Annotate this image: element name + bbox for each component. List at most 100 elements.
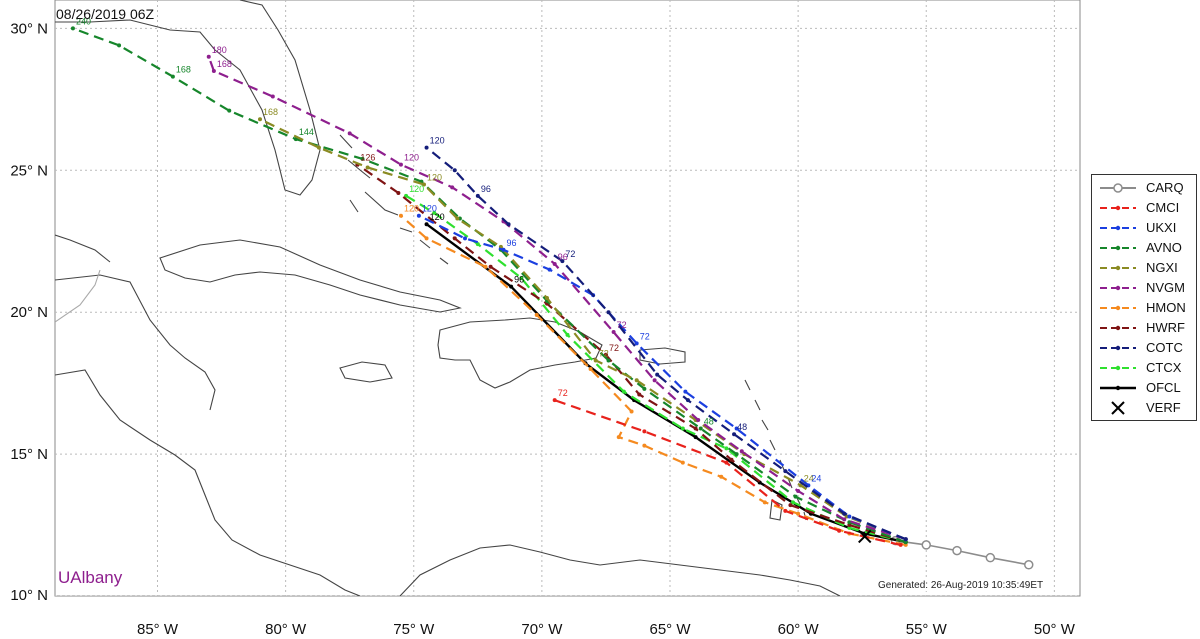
track-line <box>356 163 907 544</box>
track-point <box>452 236 457 241</box>
ualbany-watermark: UAlbany <box>58 568 123 587</box>
track-point <box>796 488 801 493</box>
track-point <box>475 242 480 247</box>
track-point <box>424 145 429 150</box>
track-line <box>418 214 907 541</box>
legend-swatch <box>1100 245 1136 251</box>
track-point <box>424 222 429 227</box>
track-point <box>798 483 803 488</box>
legend-label: NVGM <box>1146 280 1185 295</box>
track-point <box>593 358 598 363</box>
track-point <box>837 528 842 533</box>
track-point <box>398 213 403 218</box>
legend-label: VERF <box>1146 400 1181 415</box>
track-point <box>422 182 426 187</box>
forecast-hour-label: 72 <box>599 348 609 358</box>
us-state-line <box>55 269 101 323</box>
track-point <box>791 500 795 505</box>
track-point <box>898 542 903 547</box>
track-point <box>452 168 457 173</box>
track-point <box>847 525 852 530</box>
legend-item-ctcx: CTCX <box>1098 358 1196 378</box>
forecast-tracks <box>70 26 1034 570</box>
track-point <box>404 193 409 198</box>
track-point <box>316 145 321 150</box>
track-point <box>642 443 647 448</box>
track-point <box>685 398 690 403</box>
track-point <box>847 514 852 519</box>
legend-item-avno: AVNO <box>1098 238 1196 258</box>
forecast-hour-label: 96 <box>506 238 516 248</box>
track-line <box>259 118 907 541</box>
track-point <box>501 247 506 252</box>
track-point <box>903 540 908 545</box>
track-point <box>432 210 437 215</box>
track-point <box>606 310 611 315</box>
track-point <box>680 426 685 431</box>
track-point <box>921 540 931 550</box>
lat-tick-label: 15° N <box>10 446 48 463</box>
track-point <box>952 545 962 556</box>
track-point <box>847 523 852 528</box>
track-line <box>400 214 907 546</box>
track-point <box>360 156 365 161</box>
forecast-hour-label: 120 <box>404 204 419 214</box>
forecast-hour-label: 180 <box>212 45 227 55</box>
forecast-hour-label: 72 <box>558 388 568 398</box>
track-point <box>693 435 698 440</box>
legend-label: COTC <box>1146 340 1183 355</box>
track-point <box>616 435 621 440</box>
track-nvgm <box>206 54 908 542</box>
forecast-hour-label: 120 <box>430 212 445 222</box>
lat-tick-label: 25° N <box>10 162 48 179</box>
puerto-rico <box>639 347 686 365</box>
forecast-hour-label: 24 <box>804 473 814 483</box>
track-point <box>424 236 429 241</box>
track-point <box>634 378 639 383</box>
verification-marker <box>858 529 872 544</box>
forecast-hour-label: 72 <box>609 343 619 353</box>
legend-swatch <box>1100 205 1136 211</box>
legend-item-hwrf: HWRF <box>1098 318 1196 338</box>
track-point <box>732 432 737 437</box>
forecast-hour-label: 96 <box>558 252 568 262</box>
verf-x-stroke <box>858 529 872 544</box>
track-point <box>270 94 275 99</box>
track-ukxi <box>416 213 908 542</box>
graticule <box>55 0 1080 596</box>
track-point <box>621 389 626 394</box>
forecast-hour-labels: 9612012072120721264814416824024721201687… <box>76 16 821 483</box>
lon-tick-label: 70° W <box>521 621 563 638</box>
forecast-hour-label: 120 <box>422 204 437 214</box>
lon-tick-label: 50° W <box>1034 621 1076 638</box>
track-point <box>565 332 570 337</box>
legend-label: CTCX <box>1146 360 1182 375</box>
forecast-hour-label: 72 <box>565 249 575 259</box>
track-line <box>425 146 907 541</box>
track-point <box>398 162 403 167</box>
track-point <box>783 469 788 474</box>
track-point <box>652 378 657 383</box>
track-line <box>554 399 901 546</box>
track-point <box>680 460 685 465</box>
legend-item-cmci: CMCI <box>1098 198 1196 218</box>
track-point <box>488 264 493 269</box>
forecast-hour-label: 120 <box>427 172 442 182</box>
forecast-hour-label: 120 <box>430 136 445 146</box>
legend-label: UKXI <box>1146 220 1177 235</box>
yucatan-top <box>55 274 216 411</box>
lat-tick-label: 20° N <box>10 304 48 321</box>
legend-swatch <box>1100 365 1136 371</box>
track-point <box>847 520 852 525</box>
track-cotc <box>424 145 908 542</box>
legend-item-carq: CARQ <box>1098 178 1196 198</box>
lon-tick-label: 80° W <box>265 621 307 638</box>
forecast-hour-label: 72 <box>617 320 627 330</box>
legend: CARQ CMCI UKXI AVNO NGXI NVGM HMON HWRF COTC CTCX… <box>1091 174 1197 421</box>
track-point <box>642 429 647 434</box>
track-point <box>655 372 660 377</box>
track-point <box>734 452 739 457</box>
legend-swatch <box>1111 401 1125 415</box>
track-point <box>734 426 739 431</box>
track-point <box>463 236 467 241</box>
